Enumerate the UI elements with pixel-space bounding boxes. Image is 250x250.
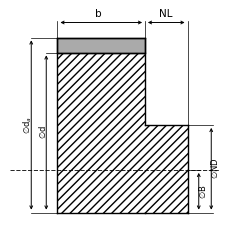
Bar [58,52,145,212]
Text: NL: NL [160,9,173,19]
Text: b: b [96,9,102,19]
Text: $\varnothing$d: $\varnothing$d [37,126,48,140]
Text: $\varnothing$ND: $\varnothing$ND [210,158,220,180]
Text: $\varnothing$B: $\varnothing$B [197,184,208,198]
Bar [145,125,188,212]
Text: $\varnothing$d$_a$: $\varnothing$d$_a$ [21,116,34,134]
Bar [58,38,145,52]
